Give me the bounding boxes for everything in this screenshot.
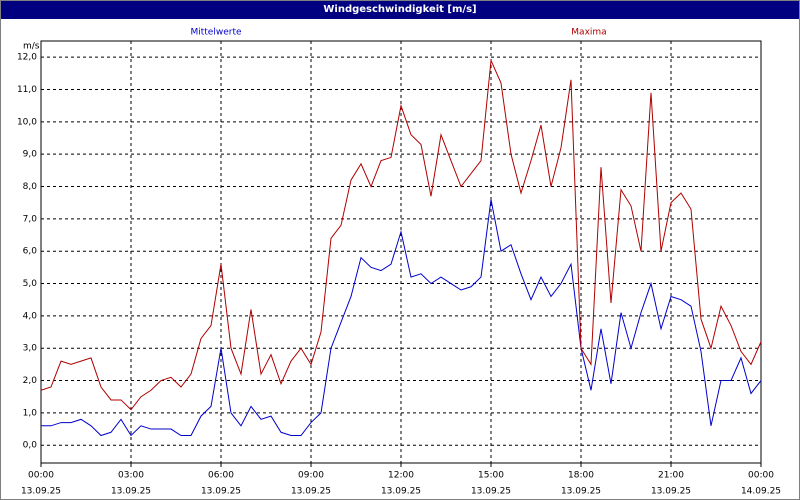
legend-label: Maxima bbox=[571, 28, 606, 38]
y-tick-label: 6,0 bbox=[23, 247, 38, 257]
x-tick-date: 13.09.25 bbox=[111, 487, 151, 497]
legend-label: Mittelwerte bbox=[190, 28, 241, 38]
y-tick-label: 1,0 bbox=[23, 408, 38, 418]
series-line bbox=[40, 58, 762, 411]
x-tick-date: 14.09.25 bbox=[741, 487, 781, 497]
x-tick-date: 13.09.25 bbox=[291, 487, 331, 497]
x-tick-date: 13.09.25 bbox=[21, 487, 61, 497]
chart: m/s 0,0 1,0 2,0 3,0 4,0 5,0 6,0 7,0 8,0 9,0 10,0 11,… bbox=[17, 28, 781, 497]
x-tick-label: 00:00 bbox=[748, 471, 774, 481]
series-line bbox=[41, 199, 762, 437]
y-tick-label: 9,0 bbox=[23, 150, 38, 160]
x-tick-label: 12:00 bbox=[388, 471, 414, 481]
y-tick-label: 2,0 bbox=[23, 376, 38, 386]
y-tick-label: 3,0 bbox=[23, 344, 38, 354]
y-tick-label: 7,0 bbox=[23, 214, 38, 224]
x-tick-date: 13.09.25 bbox=[651, 487, 691, 497]
y-tick-label: 10,0 bbox=[17, 117, 37, 127]
x-tick-label: 15:00 bbox=[478, 471, 504, 481]
plot-frame bbox=[40, 40, 762, 464]
y-tick-label: 5,0 bbox=[23, 279, 38, 289]
y-tick-label: 11,0 bbox=[17, 85, 37, 95]
x-tick-label: 00:00 bbox=[28, 471, 54, 481]
x-tick-date: 13.09.25 bbox=[561, 487, 601, 497]
x-tick-label: 21:00 bbox=[658, 471, 684, 481]
y-unit: m/s bbox=[23, 42, 40, 52]
chart-title: Windgeschwindigkeit [m/s] bbox=[1, 1, 799, 19]
x-tick-date: 13.09.25 bbox=[471, 487, 511, 497]
y-tick-label: 8,0 bbox=[23, 182, 38, 192]
x-tick-label: 18:00 bbox=[568, 471, 594, 481]
y-tick-label: 12,0 bbox=[17, 53, 37, 63]
y-tick-label: 4,0 bbox=[23, 311, 38, 321]
x-tick-label: 09:00 bbox=[298, 471, 324, 481]
x-tick-date: 13.09.25 bbox=[201, 487, 241, 497]
x-tick-label: 03:00 bbox=[118, 471, 144, 481]
x-tick-date: 13.09.25 bbox=[381, 487, 421, 497]
x-tick-label: 06:00 bbox=[208, 471, 234, 481]
y-tick-label: 0,0 bbox=[23, 441, 38, 451]
